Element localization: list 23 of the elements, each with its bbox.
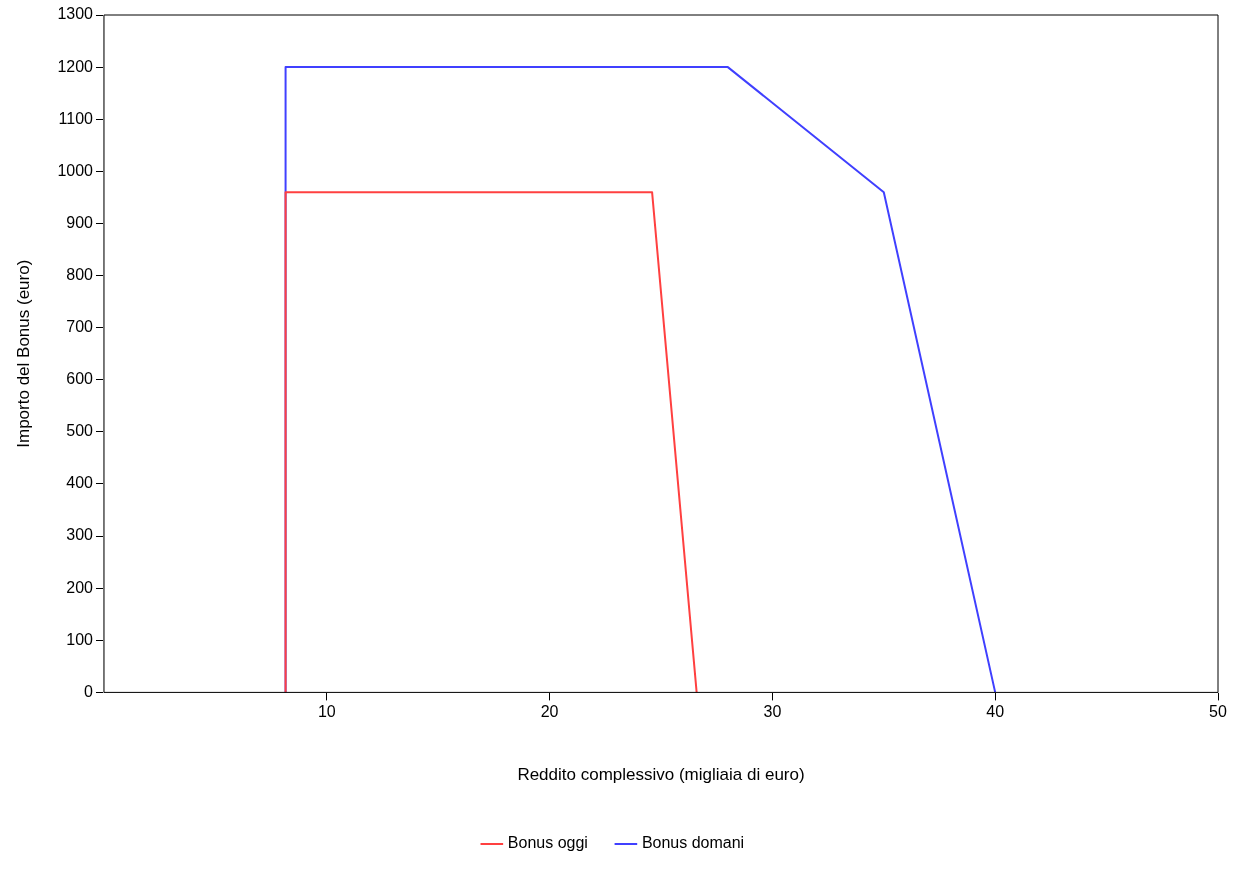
legend-label: Bonus oggi — [507, 834, 588, 852]
y-tick-label: 1300 — [57, 5, 94, 23]
y-tick-label: 300 — [66, 526, 94, 544]
y-tick-label: 900 — [66, 213, 94, 231]
y-tick-label: 500 — [66, 422, 94, 440]
y-tick-label: 1000 — [57, 161, 94, 179]
y-tick-label: 0 — [84, 682, 94, 700]
y-tick-label: 1100 — [58, 109, 94, 127]
y-tick-label: 800 — [66, 265, 94, 283]
y-tick-label: 600 — [66, 370, 94, 388]
y-tick-label: 1200 — [57, 57, 94, 75]
y-tick-label: 700 — [66, 318, 94, 336]
y-tick-label: 200 — [66, 578, 94, 596]
y-tick-label: 100 — [66, 630, 94, 648]
x-tick-label: 40 — [986, 703, 1005, 721]
x-tick-label: 20 — [540, 703, 559, 721]
x-tick-label: 30 — [763, 703, 782, 721]
x-tick-label: 10 — [317, 703, 336, 721]
x-axis-title: Reddito complessivo (migliaia di euro) — [517, 765, 805, 785]
y-axis-title: Importo del Bonus (euro) — [13, 259, 33, 448]
x-tick-label: 50 — [1209, 703, 1227, 721]
y-tick-label: 400 — [66, 474, 94, 492]
legend-label: Bonus domani — [641, 834, 745, 852]
